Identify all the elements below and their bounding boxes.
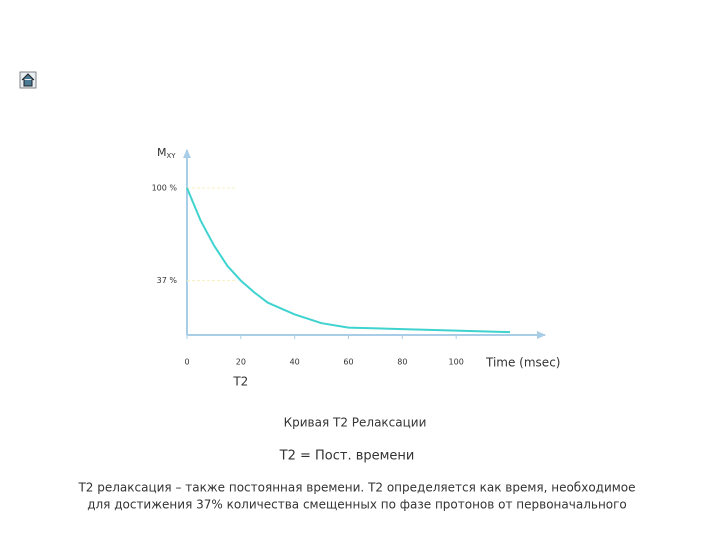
y-tick-label: 100 % xyxy=(152,184,178,193)
home-icon[interactable] xyxy=(19,71,37,89)
x-tick-label: 40 xyxy=(290,358,300,367)
description-line: T2 релаксация – также постоянная времени… xyxy=(77,481,635,495)
formula: T2 = Пост. времени xyxy=(279,449,415,464)
x-tick-label: 60 xyxy=(343,358,353,367)
y-label-main: M xyxy=(157,146,167,159)
x-tick-label: 80 xyxy=(397,358,407,367)
y-axis-arrow xyxy=(183,149,191,158)
annotation: T2 xyxy=(232,375,248,389)
y-label-sub: XY xyxy=(167,152,177,160)
x-tick-label: 0 xyxy=(184,358,189,367)
x-axis-arrow xyxy=(537,331,546,339)
y-axis-label: MXY xyxy=(157,146,176,160)
y-tick-label: 37 % xyxy=(157,276,178,285)
x-axis-label: Time (msec) xyxy=(485,356,560,370)
decay-curve xyxy=(186,187,511,334)
caption: Кривая T2 Релаксации xyxy=(284,416,427,430)
description-line: для достижения 37% количества смещенных … xyxy=(87,498,627,512)
x-tick-label: 100 xyxy=(449,358,464,367)
x-tick-label: 20 xyxy=(236,358,246,367)
